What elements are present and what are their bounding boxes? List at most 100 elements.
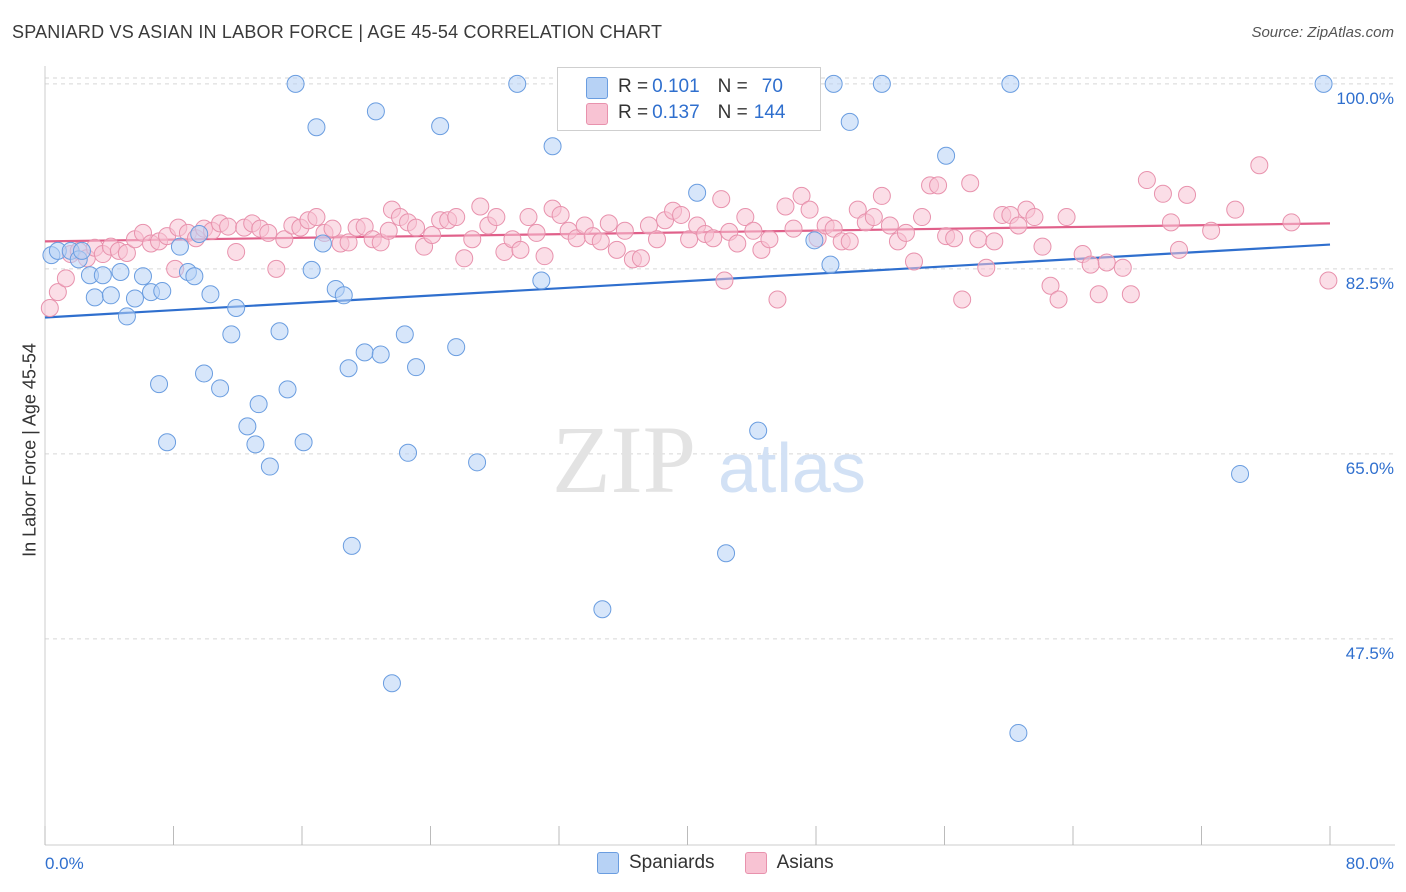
asian-point xyxy=(715,271,734,290)
asian-point xyxy=(639,216,658,235)
legend-r-label: R = xyxy=(618,76,649,97)
spaniard-point xyxy=(260,457,279,476)
asian-point xyxy=(511,240,530,259)
asian-point xyxy=(1025,208,1044,227)
x-tick-label-left: 0.0% xyxy=(45,854,84,873)
asian-point xyxy=(599,214,618,233)
asian-point xyxy=(1033,237,1052,256)
spaniard-point xyxy=(201,285,220,304)
asian-point xyxy=(519,208,538,227)
x-tick-label-right: 80.0% xyxy=(1346,854,1394,873)
legend-n-label: N = xyxy=(717,102,748,123)
legend-r-label: R = xyxy=(618,102,649,123)
asian-point xyxy=(896,223,915,242)
spaniard-point xyxy=(468,453,487,472)
asian-point xyxy=(784,219,803,238)
asian-point xyxy=(48,283,67,302)
correlation-legend: R = 0.101 N = 70 R = 0.137 N = 144 xyxy=(557,67,821,131)
asian-point xyxy=(227,242,246,261)
asian-point xyxy=(275,230,294,249)
spaniard-point xyxy=(407,358,426,377)
asian-point xyxy=(463,230,482,249)
y-tick-label: 65.0% xyxy=(1346,459,1394,478)
spaniard-point xyxy=(302,260,321,279)
spaniard-point xyxy=(170,237,189,256)
spaniard-point xyxy=(395,325,414,344)
legend-r-value: 0.137 xyxy=(652,102,700,123)
spaniard-point xyxy=(238,417,257,436)
spaniard-point xyxy=(117,307,136,326)
asian-point xyxy=(1097,253,1116,272)
asian-point xyxy=(607,240,626,259)
spaniard-point xyxy=(543,137,562,156)
spaniard-point xyxy=(307,118,326,137)
asian-point xyxy=(447,208,466,227)
spaniard-point xyxy=(447,338,466,357)
spaniard-point xyxy=(593,600,612,619)
asian-point xyxy=(631,249,650,268)
legend-item-asians: Asians xyxy=(744,852,834,874)
asian-point xyxy=(1226,200,1245,219)
spaniard-point xyxy=(334,286,353,305)
watermark-atlas: atlas xyxy=(718,429,866,507)
spaniard-point xyxy=(824,74,843,93)
spaniard-point xyxy=(227,298,246,317)
asian-point xyxy=(961,174,980,193)
spaniard-point xyxy=(717,544,736,563)
spaniard-point xyxy=(286,74,305,93)
spaniard-point xyxy=(133,267,152,286)
spaniard-point xyxy=(937,146,956,165)
series-legend: Spaniards Asians xyxy=(597,852,864,874)
watermark-zip: ZIP xyxy=(552,406,696,513)
spaniard-point xyxy=(805,231,824,250)
legend-row-spaniards: R = 0.101 N = 70 xyxy=(586,75,783,99)
asian-point xyxy=(647,230,666,249)
asian-point xyxy=(40,298,59,317)
tick-labels: 47.5% 65.0% 82.5% 100.0% 0.0% 80.0% xyxy=(45,89,1394,873)
spaniard-point xyxy=(72,241,91,260)
asian-point xyxy=(1319,271,1338,290)
asian-point xyxy=(56,269,75,288)
watermark: ZIP atlas xyxy=(552,406,866,513)
legend-row-asians: R = 0.137 N = 144 xyxy=(586,101,785,125)
asian-point xyxy=(591,232,610,251)
asian-point xyxy=(423,226,442,245)
asian-point xyxy=(1137,171,1156,190)
asian-point xyxy=(800,200,819,219)
legend-n-value: 70 xyxy=(761,76,783,97)
asian-point xyxy=(1009,216,1028,235)
spaniard-point xyxy=(508,74,527,93)
asian-point xyxy=(985,232,1004,251)
asian-point xyxy=(1282,213,1301,232)
spaniard-point xyxy=(1001,74,1020,93)
spaniard-point xyxy=(278,380,297,399)
spaniard-point xyxy=(211,379,230,398)
asian-point xyxy=(307,208,326,227)
asian-point xyxy=(615,221,634,240)
spaniard-point xyxy=(222,325,241,344)
legend-r-value: 0.101 xyxy=(652,76,700,97)
spaniard-point xyxy=(313,234,332,253)
asian-point xyxy=(953,290,972,309)
asian-point xyxy=(219,217,238,236)
spaniard-point xyxy=(1231,464,1250,483)
asian-point xyxy=(680,230,699,249)
asian-point xyxy=(776,197,795,216)
legend-swatch-pink xyxy=(586,103,608,125)
asian-point xyxy=(848,200,867,219)
asian-point xyxy=(728,234,747,253)
spaniard-point xyxy=(371,345,390,364)
spaniard-point xyxy=(111,263,130,282)
spaniard-point xyxy=(158,433,177,452)
spaniard-point xyxy=(270,322,289,341)
legend-label-spaniards: Spaniards xyxy=(629,852,715,873)
asian-point xyxy=(1113,258,1132,277)
asian-point xyxy=(840,232,859,251)
spaniard-point xyxy=(872,74,891,93)
asian-point xyxy=(527,223,546,242)
asian-point xyxy=(977,258,996,277)
asian-point xyxy=(1121,285,1140,304)
spaniard-point xyxy=(125,289,144,308)
legend-item-spaniards: Spaniards xyxy=(597,852,715,874)
asian-point xyxy=(1202,221,1221,240)
